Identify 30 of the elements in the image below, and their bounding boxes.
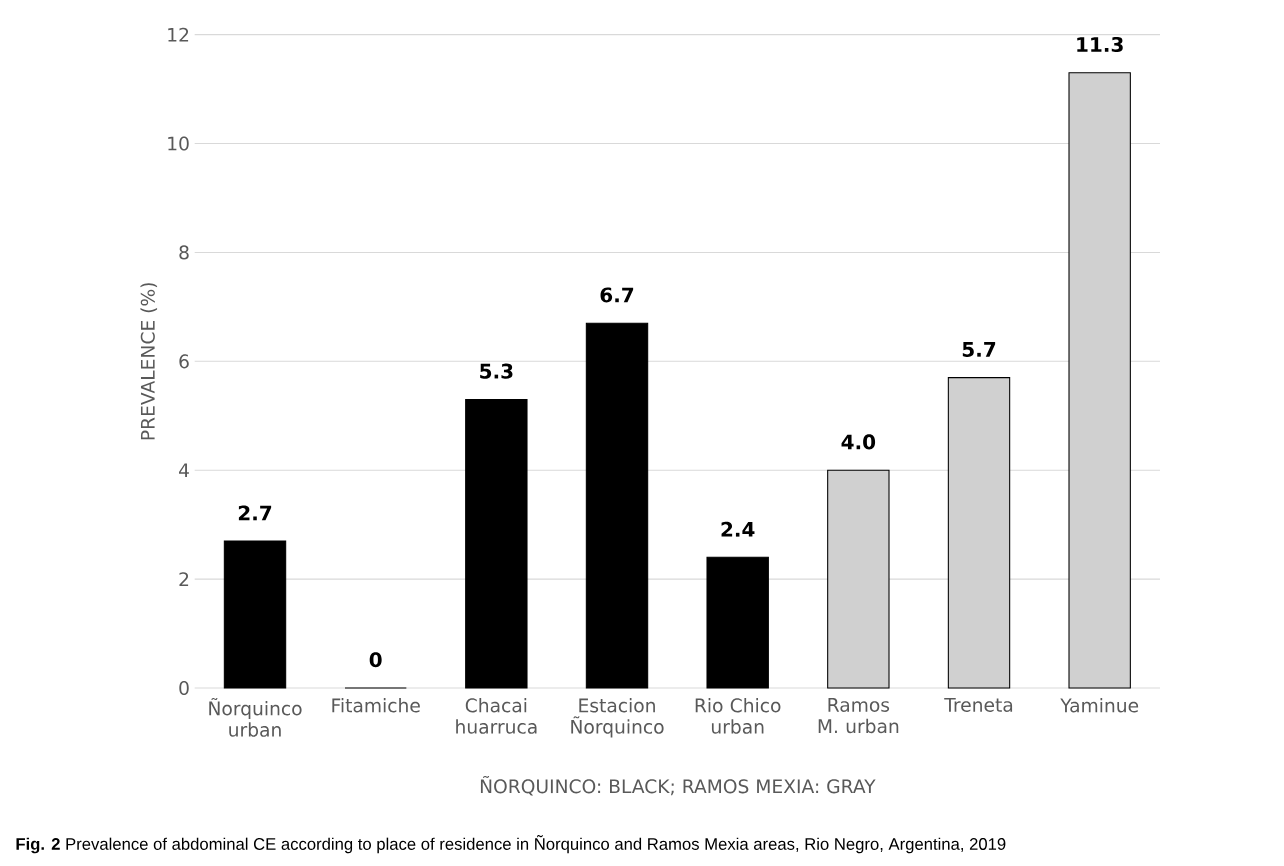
data-label: 4.0 (841, 434, 876, 450)
bar (585, 322, 649, 689)
x-tick-label: Rio Chico urban (695, 698, 781, 734)
data-label: 2.4 (721, 521, 755, 537)
bar (223, 540, 287, 689)
y-tick-label: 12 (168, 27, 189, 42)
y-tick-label: 0 (179, 680, 189, 696)
data-label: 6.7 (600, 287, 634, 303)
x-tick-label: Fitamiche (332, 698, 420, 713)
data-label: 0 (369, 652, 382, 668)
x-axis-title: ÑORQUINCO: BLACK; RAMOS MEXIA: GRAY (480, 775, 876, 796)
data-label: 5.7 (962, 342, 996, 357)
text: Fig. 2 Prevalence of abdominal CE according to place of residence in Ñorquinco and Ramos Mexia areas, Rio Negro, Argentina, 2019 (16, 835, 1006, 854)
bar (706, 556, 769, 689)
x-tick-label: Treneta (944, 698, 1013, 712)
x-tick-label: Chacai huarruca (456, 698, 537, 734)
x-tick-label: Ramos M. urban (818, 698, 899, 734)
data-label: 2.7 (238, 505, 272, 521)
y-tick-label: 10 (168, 136, 189, 151)
y-tick-label: 2 (179, 572, 189, 587)
y-axis-title: PREVALENCE (%) (140, 283, 158, 440)
x-tick-label: Ñorquinco urban (209, 698, 302, 737)
y-tick-label: 6 (179, 354, 189, 369)
bar (465, 398, 528, 689)
y-tick-label: 4 (179, 463, 189, 478)
x-tick-label: Estacion Ñorquinco (571, 698, 664, 738)
y-tick-label: 8 (179, 245, 189, 260)
data-label: 11.3 (1077, 36, 1123, 53)
x-tick-label: Yaminue (1060, 698, 1139, 713)
data-label: 5.3 (480, 363, 513, 379)
